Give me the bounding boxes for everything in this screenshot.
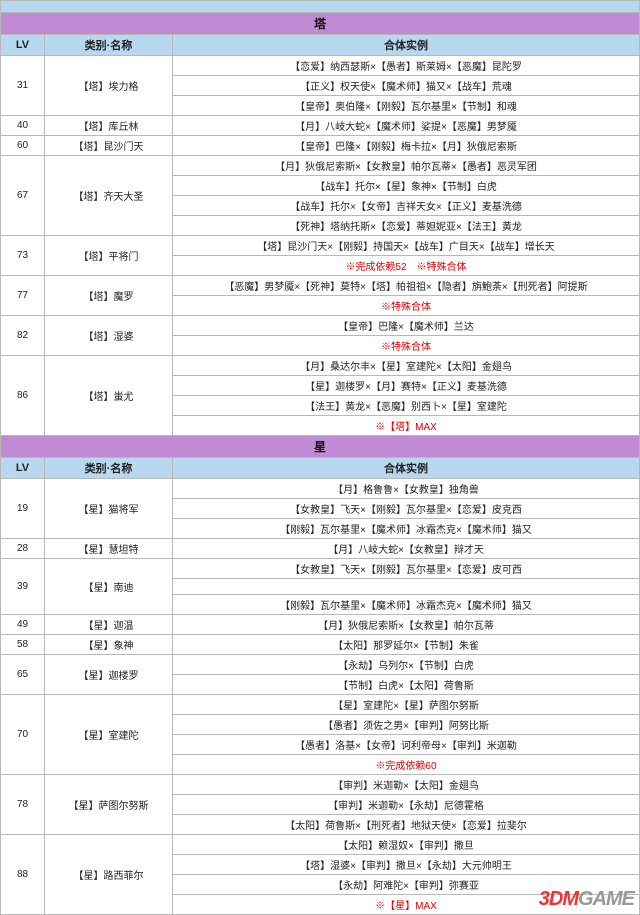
example-cell: 【法王】黄龙×【恶魔】别西卜×【星】室建陀 bbox=[173, 396, 640, 416]
example-cell: 【刚毅】瓦尔基里×【魔术师】冰霜杰克×【魔术师】猫又 bbox=[173, 595, 640, 615]
example-cell: 【皇帝】巴隆×【魔术师】兰达 bbox=[173, 316, 640, 336]
name-cell: 【塔】平将门 bbox=[45, 236, 173, 276]
lv-cell: 19 bbox=[1, 479, 45, 539]
example-cell: 【恶魔】男梦魇×【死神】莫特×【塔】帕祖祖×【隐者】旃鮑荼×【刑死者】阿提斯 bbox=[173, 276, 640, 296]
lv-cell: 65 bbox=[1, 655, 45, 695]
col-name: 类别·名称 bbox=[45, 35, 173, 56]
example-cell: 【永劫】乌列尔×【节制】白虎 bbox=[173, 655, 640, 675]
example-cell: 【太阳】那罗延尔×【节制】朱雀 bbox=[173, 635, 640, 655]
example-cell: 【刚毅】瓦尔基里×【魔术师】冰霜杰克×【魔术师】猫又 bbox=[173, 519, 640, 539]
lv-cell: 73 bbox=[1, 236, 45, 276]
lv-cell: 82 bbox=[1, 316, 45, 356]
lv-cell: 88 bbox=[1, 835, 45, 915]
name-cell: 【星】室建陀 bbox=[45, 695, 173, 775]
top-strip bbox=[1, 1, 640, 13]
name-cell: 【星】猫将军 bbox=[45, 479, 173, 539]
name-cell: 【星】路西菲尔 bbox=[45, 835, 173, 915]
example-cell: 【审判】米迦勒×【永劫】尼德霍格 bbox=[173, 795, 640, 815]
col-lv: LV bbox=[1, 35, 45, 56]
name-cell: 【星】慧坦特 bbox=[45, 539, 173, 559]
lv-cell: 28 bbox=[1, 539, 45, 559]
example-cell: 【月】八岐大蛇×【女教皇】辩才天 bbox=[173, 539, 640, 559]
name-cell: 【星】象神 bbox=[45, 635, 173, 655]
example-cell: 【皇帝】巴隆×【刚毅】梅卡拉×【月】狄俄尼索斯 bbox=[173, 136, 640, 156]
lv-cell: 31 bbox=[1, 56, 45, 116]
col-example: 合体实例 bbox=[173, 458, 640, 479]
name-cell: 【塔】昆沙门天 bbox=[45, 136, 173, 156]
name-cell: 【塔】库丘林 bbox=[45, 116, 173, 136]
example-cell: ※特殊合体 bbox=[173, 336, 640, 356]
name-cell: 【星】迦温 bbox=[45, 615, 173, 635]
example-cell: 【女教皇】飞天×【刚毅】瓦尔基里×【恋爱】皮可西 bbox=[173, 559, 640, 579]
example-cell: 【塔】昆沙门天×【刚毅】持国天×【战车】广目天×【战车】增长天 bbox=[173, 236, 640, 256]
example-cell: 【恋爱】纳西瑟斯×【愚者】斯莱姆×【恶魔】昆陀罗 bbox=[173, 56, 640, 76]
name-cell: 【星】迦楼罗 bbox=[45, 655, 173, 695]
example-cell: 【愚者】须佐之男×【审判】阿努比斯 bbox=[173, 715, 640, 735]
example-cell: 【月】八岐大蛇×【魔术师】娑提×【恶魔】男梦魇 bbox=[173, 116, 640, 136]
name-cell: 【塔】湿婆 bbox=[45, 316, 173, 356]
example-cell: 【月】格鲁鲁×【女教皇】独角兽 bbox=[173, 479, 640, 499]
section-header: 塔 bbox=[1, 13, 640, 35]
example-cell: 【愚者】洛基×【女帝】诃利帝母×【审判】米迦勒 bbox=[173, 735, 640, 755]
example-cell: ※特殊合体 bbox=[173, 296, 640, 316]
example-cell: 【月】狄俄尼索斯×【女教皇】帕尔瓦蒂 bbox=[173, 615, 640, 635]
example-cell: 【死神】塔纳托斯×【恋爱】蒂妲妮亚×【法王】黄龙 bbox=[173, 216, 640, 236]
lv-cell: 58 bbox=[1, 635, 45, 655]
lv-cell: 70 bbox=[1, 695, 45, 775]
lv-cell: 49 bbox=[1, 615, 45, 635]
example-cell: ※完成依赖60 bbox=[173, 755, 640, 775]
example-cell: 【战车】托尔×【星】象神×【节制】白虎 bbox=[173, 176, 640, 196]
example-cell: 【月】桑达尔丰×【星】室建陀×【太阳】金翅鸟 bbox=[173, 356, 640, 376]
example-cell: 【女教皇】飞天×【刚毅】瓦尔基里×【恋爱】皮克西 bbox=[173, 499, 640, 519]
name-cell: 【星】南迪 bbox=[45, 559, 173, 615]
example-cell: ※完成依赖52 ※特殊合体 bbox=[173, 256, 640, 276]
section-header: 星 bbox=[1, 436, 640, 458]
example-cell: 【太阳】赖湿奴×【审判】撒旦 bbox=[173, 835, 640, 855]
lv-cell: 39 bbox=[1, 559, 45, 615]
col-name: 类别·名称 bbox=[45, 458, 173, 479]
col-example: 合体实例 bbox=[173, 35, 640, 56]
example-cell: 【星】室建陀×【星】萨图尔努斯 bbox=[173, 695, 640, 715]
example-cell: 【正义】权天使×【魔术师】猫又×【战车】荒魂 bbox=[173, 76, 640, 96]
example-cell: ※【塔】MAX bbox=[173, 416, 640, 436]
lv-cell: 78 bbox=[1, 775, 45, 835]
example-cell: 【太阳】荷鲁斯×【刑死者】地狱天使×【恋爱】拉斐尔 bbox=[173, 815, 640, 835]
example-cell: 【星】迦楼罗×【月】赛特×【正义】麦基洗德 bbox=[173, 376, 640, 396]
lv-cell: 60 bbox=[1, 136, 45, 156]
col-lv: LV bbox=[1, 458, 45, 479]
example-cell: 【节制】白虎×【太阳】荷鲁斯 bbox=[173, 675, 640, 695]
example-cell: 【塔】湿婆×【审判】撒旦×【永劫】大元帅明王 bbox=[173, 855, 640, 875]
name-cell: 【塔】齐天大圣 bbox=[45, 156, 173, 236]
name-cell: 【星】萨图尔努斯 bbox=[45, 775, 173, 835]
lv-cell: 40 bbox=[1, 116, 45, 136]
example-cell bbox=[173, 579, 640, 595]
lv-cell: 67 bbox=[1, 156, 45, 236]
watermark: 3DMGAME bbox=[539, 888, 634, 911]
name-cell: 【塔】蚩尤 bbox=[45, 356, 173, 436]
name-cell: 【塔】埃力格 bbox=[45, 56, 173, 116]
example-cell: 【皇帝】奥伯隆×【刚毅】瓦尔基里×【节制】和魂 bbox=[173, 96, 640, 116]
lv-cell: 86 bbox=[1, 356, 45, 436]
example-cell: 【战车】托尔×【女帝】吉祥天女×【正义】麦基洗德 bbox=[173, 196, 640, 216]
example-cell: 【月】狄俄尼索斯×【女教皇】帕尔瓦蒂×【愚者】恶灵军团 bbox=[173, 156, 640, 176]
lv-cell: 77 bbox=[1, 276, 45, 316]
name-cell: 【塔】魔罗 bbox=[45, 276, 173, 316]
example-cell: 【审判】米迦勒×【太阳】金翅鸟 bbox=[173, 775, 640, 795]
